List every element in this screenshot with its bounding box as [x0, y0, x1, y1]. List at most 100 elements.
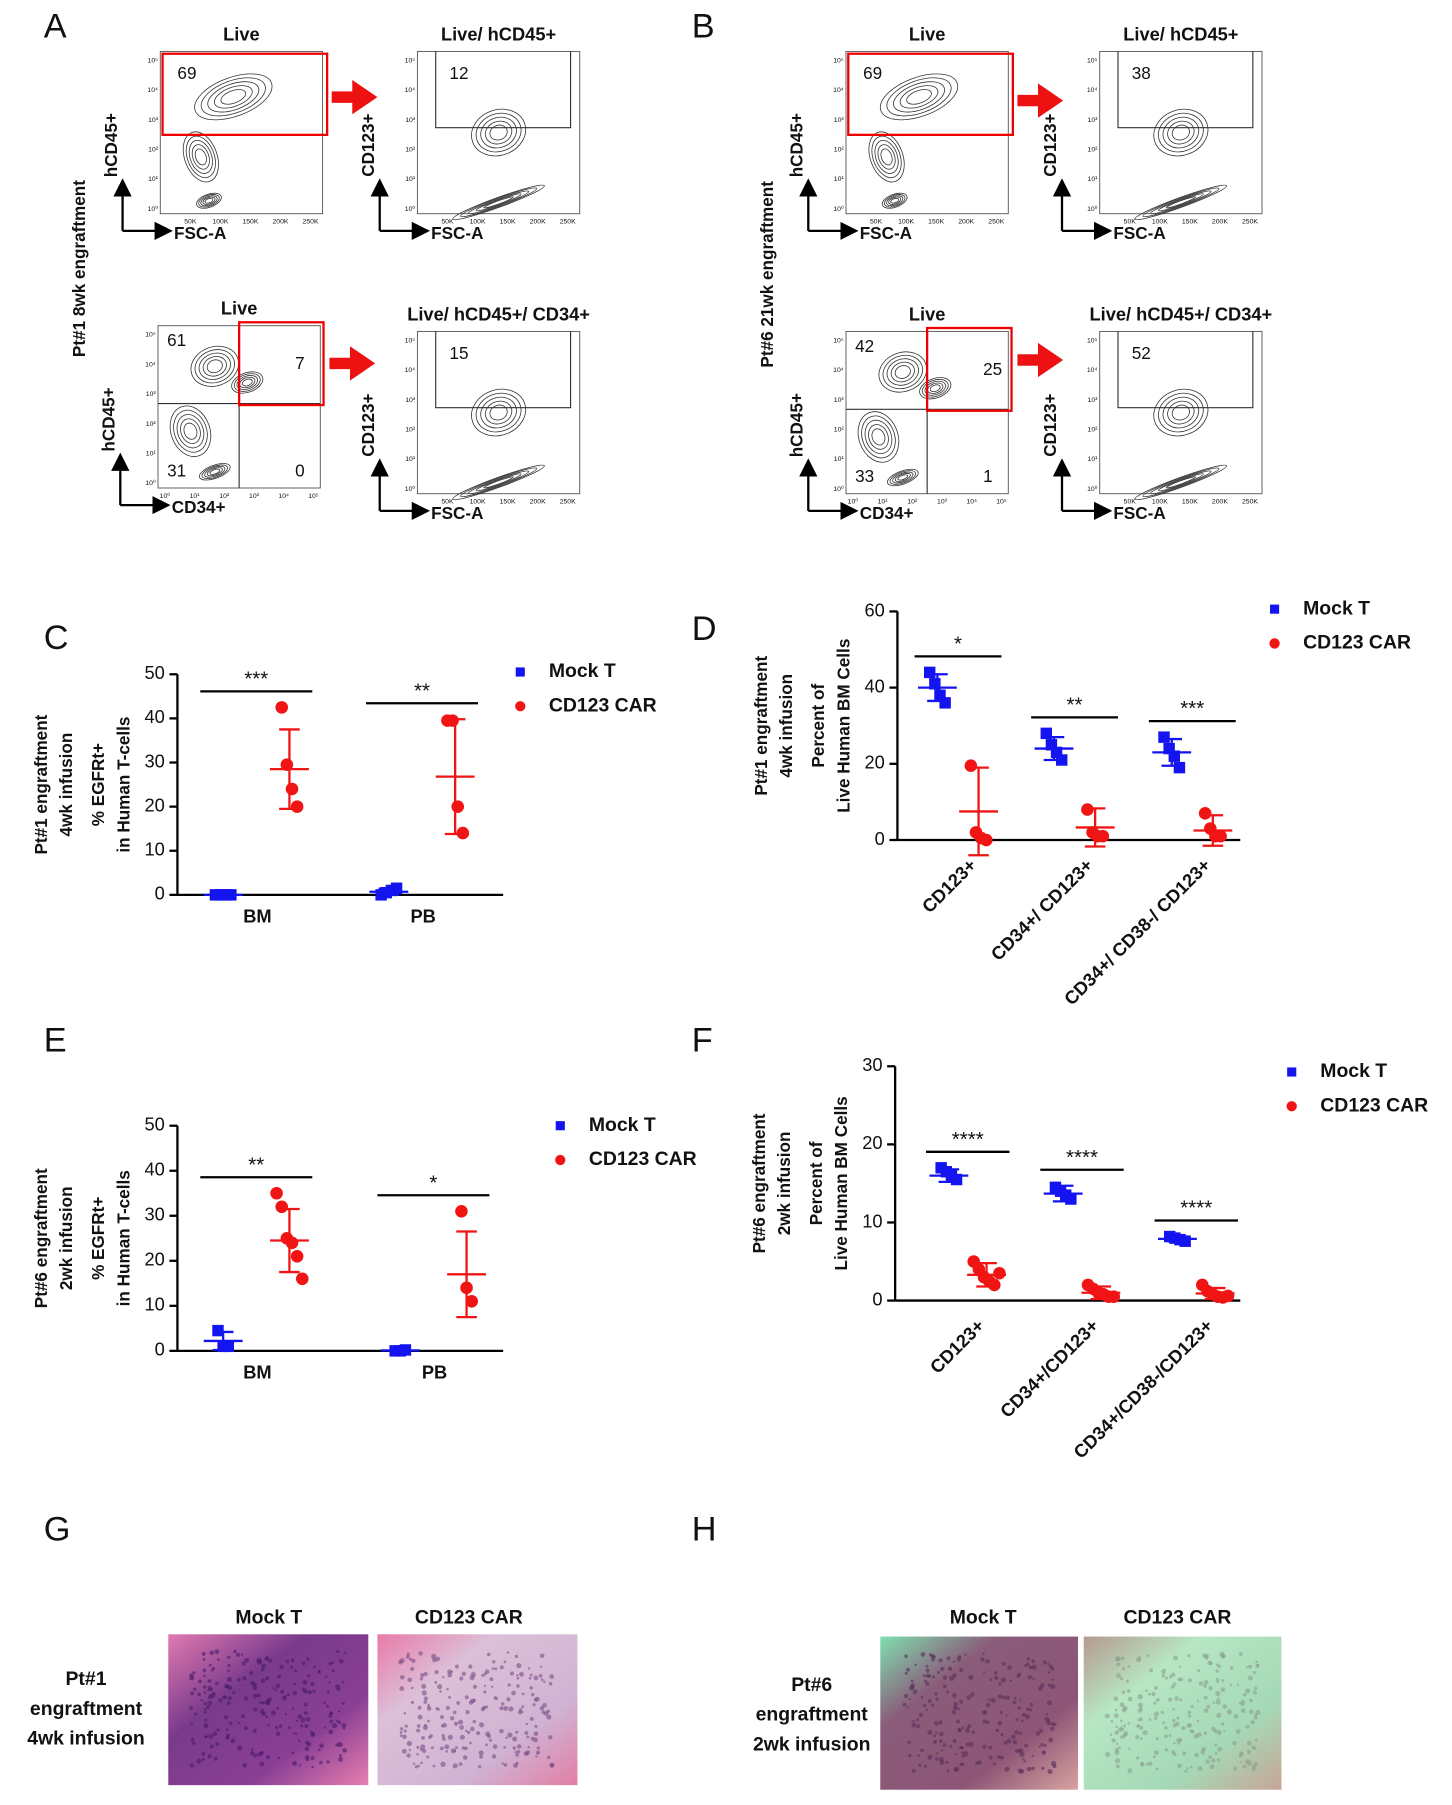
cell — [1216, 1712, 1222, 1719]
contour — [921, 378, 949, 398]
contour — [198, 352, 231, 380]
cell — [1206, 1704, 1211, 1709]
contour — [886, 468, 919, 487]
cell — [198, 1679, 202, 1684]
x-tick-label: 250K — [988, 219, 1004, 226]
cell — [1046, 1720, 1052, 1726]
cell — [525, 1722, 528, 1726]
significance-label: * — [429, 1171, 437, 1194]
cell — [1028, 1665, 1033, 1670]
cell — [512, 1736, 518, 1742]
cell — [916, 1718, 920, 1722]
cell — [953, 1707, 957, 1710]
cell — [298, 1739, 301, 1742]
cell — [416, 1752, 419, 1756]
cell — [1174, 1696, 1179, 1701]
contour — [471, 388, 527, 437]
cell — [1179, 1677, 1184, 1682]
error-bar — [1204, 1286, 1226, 1301]
red-arrow — [329, 346, 376, 381]
cell — [1249, 1698, 1253, 1703]
cell — [1050, 1726, 1055, 1731]
cell — [203, 1723, 209, 1729]
cell — [1017, 1768, 1023, 1774]
contour — [1171, 404, 1190, 421]
row-label: 2wk infusion — [753, 1733, 871, 1755]
cell — [218, 1698, 223, 1703]
x-tick-label: 100K — [1152, 219, 1168, 226]
data-point — [1163, 742, 1175, 755]
contour — [894, 473, 911, 482]
cell — [337, 1742, 343, 1748]
cell — [925, 1681, 930, 1686]
cell — [1255, 1660, 1258, 1664]
contour — [886, 358, 919, 386]
cell — [418, 1651, 423, 1656]
cell — [1253, 1715, 1258, 1720]
y-tick-label: 10⁴ — [145, 361, 156, 368]
cell — [1170, 1684, 1175, 1689]
contour — [202, 356, 227, 377]
cell — [1205, 1759, 1210, 1764]
cell — [1242, 1692, 1247, 1697]
cell — [1177, 1741, 1181, 1745]
cell — [416, 1745, 420, 1749]
cell — [196, 1758, 202, 1764]
cell — [483, 1672, 487, 1676]
cell — [216, 1728, 220, 1732]
x-axis-label: FSC-A — [431, 223, 483, 243]
contour — [894, 365, 911, 379]
y-axis-label: hCD45+ — [101, 113, 121, 177]
cell — [306, 1742, 312, 1747]
y-axis-label: CD123+ — [1040, 113, 1060, 176]
cell — [942, 1743, 947, 1747]
contour — [194, 349, 235, 384]
error-bar — [976, 1261, 997, 1288]
cell — [275, 1731, 281, 1736]
cell — [1003, 1741, 1008, 1745]
data-point — [222, 1340, 234, 1353]
cell — [1014, 1748, 1020, 1754]
cell — [539, 1653, 545, 1659]
cell — [403, 1711, 407, 1715]
cell — [908, 1698, 912, 1701]
cell — [1215, 1699, 1221, 1705]
contour — [183, 422, 198, 440]
cell — [1194, 1752, 1199, 1758]
y-tick-label: 20 — [145, 794, 165, 815]
cell — [1252, 1690, 1258, 1695]
cell — [1255, 1663, 1260, 1669]
cell — [251, 1748, 254, 1751]
cell — [994, 1675, 999, 1680]
cell — [1104, 1713, 1110, 1719]
significance-label: * — [954, 632, 962, 655]
cell — [440, 1715, 445, 1720]
cell — [985, 1720, 990, 1725]
legend-marker — [515, 701, 526, 712]
data-point — [1065, 1193, 1077, 1205]
y-tick-label: 30 — [862, 1054, 882, 1075]
significance-label: *** — [1180, 697, 1204, 720]
cell — [1116, 1662, 1121, 1667]
cell — [190, 1691, 195, 1696]
x-axis-label: FSC-A — [1113, 223, 1165, 243]
cell — [951, 1709, 957, 1715]
y-tick-label: 10⁵ — [148, 57, 159, 64]
contour — [924, 380, 946, 396]
cell — [1026, 1766, 1032, 1772]
cell — [201, 1751, 206, 1756]
error-bar — [927, 673, 948, 703]
cell — [936, 1670, 940, 1675]
cell — [1164, 1748, 1169, 1752]
cell — [1018, 1731, 1023, 1736]
y-axis-label: Live Human BM Cells — [833, 639, 853, 813]
row-label: Pt#6 — [791, 1674, 832, 1696]
contour — [475, 392, 522, 433]
cell — [968, 1674, 974, 1680]
y-tick-label: 10¹ — [834, 456, 845, 463]
cell — [212, 1691, 216, 1695]
cell — [933, 1720, 939, 1726]
cell — [1042, 1660, 1047, 1665]
cell — [1249, 1709, 1254, 1715]
data-point — [1168, 750, 1180, 762]
